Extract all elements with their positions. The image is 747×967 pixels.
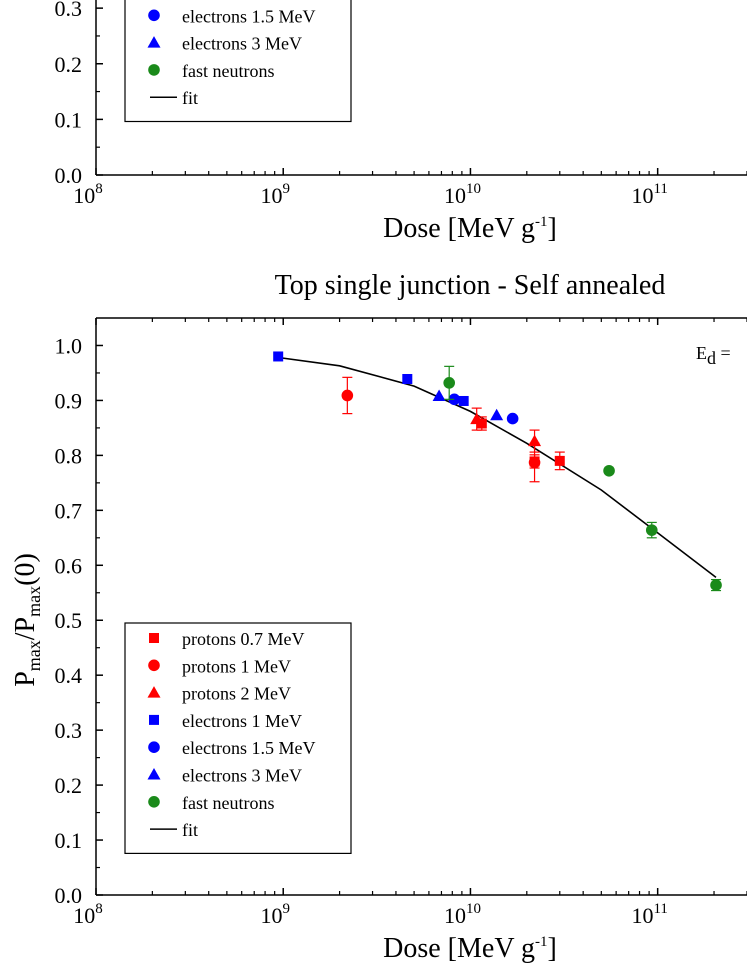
legend-box (124, 0, 352, 123)
legend-label: fit (182, 820, 198, 840)
legend-marker (149, 714, 159, 725)
data-point (645, 524, 658, 536)
x-tick-label: 1010 (444, 901, 481, 928)
legend-marker (147, 36, 161, 48)
y-tick-label: 0.1 (55, 828, 83, 853)
x-tick-label: 109 (260, 901, 290, 928)
y-tick-label: 0.3 (55, 718, 83, 743)
data-point (490, 408, 504, 421)
data-point (554, 455, 565, 466)
data-point (470, 412, 484, 425)
data-point (458, 395, 469, 406)
legend-label: fit (182, 88, 198, 108)
legend-label: fast neutrons (182, 793, 274, 813)
y-tick-label: 0.0 (55, 163, 83, 188)
y-tick-label: 0.7 (55, 498, 83, 523)
bottom-chart-x-axis-label: Dose [MeV g-1] (383, 933, 557, 964)
data-point (448, 393, 461, 406)
data-point (402, 373, 413, 384)
x-tick-label: 1011 (631, 901, 667, 928)
bottom-chart-legend: protons 0.7 MeV protons 1 MeV protons 2 Me… (124, 622, 352, 854)
legend-marker (148, 9, 160, 22)
legend-marker (148, 741, 160, 753)
y-tick-label: 0.2 (55, 773, 83, 798)
y-tick-label: 0.8 (55, 443, 83, 468)
legend-marker (148, 64, 160, 76)
y-tick-label: 0.9 (55, 388, 83, 413)
x-tick-label: 1011 (631, 181, 667, 208)
legend-marker (149, 633, 159, 643)
x-tick-label: 108 (73, 181, 103, 208)
y-tick-label: 0.2 (55, 52, 83, 77)
data-point (506, 412, 519, 425)
legend-label: protons 0.7 MeV (182, 629, 305, 649)
y-tick-label: 0.0 (55, 883, 83, 908)
bottom-chart-marks (273, 351, 722, 592)
data-point (528, 434, 542, 447)
y-tick-label: 0.3 (55, 0, 83, 21)
top-chart-axes: 0.0 0.1 0.2 0.3 108 109 1010 1011 (55, 0, 747, 208)
legend-label: fast neutrons (182, 61, 274, 81)
data-point (528, 456, 541, 469)
data-point (273, 351, 284, 362)
top-chart-x-axis-label: Dose [MeV g-1] (383, 213, 557, 244)
legend-label: protons 1 MeV (182, 656, 291, 676)
legend-label: electrons 3 MeV (182, 34, 302, 54)
legend-marker (147, 768, 161, 780)
bottom-chart-axes: 0.0 0.1 0.2 0.3 0.4 0.5 0.6 0.7 0.8 0.9 1.0 108 109 1… (55, 317, 747, 928)
y-tick-label: 0.1 (55, 107, 83, 132)
legend-label: electrons 1 MeV (182, 711, 302, 731)
legend-marker (147, 686, 161, 698)
bottom-chart-annotation: Ed = (696, 343, 731, 368)
y-tick-label: 0.4 (55, 663, 83, 688)
legend-label: electrons 1.5 MeV (182, 738, 315, 758)
x-tick-label: 108 (73, 901, 103, 928)
data-point (710, 579, 722, 591)
data-point (432, 389, 446, 402)
legend-label: electrons 1.5 MeV (182, 6, 315, 26)
x-tick-label: 109 (260, 181, 290, 208)
legend-label: protons 2 MeV (182, 684, 291, 704)
bottom-chart-panel: Top single junction - Self annealed 0.00… (10, 270, 747, 964)
top-chart-panel: 0.0 0.1 0.2 0.3 108 109 1010 1011 electrons 1 M… (55, 0, 747, 244)
y-tick-label: 0.5 (55, 608, 83, 633)
legend-box (124, 622, 352, 854)
bottom-chart-title: Top single junction - Self annealed (275, 270, 666, 301)
data-point (603, 464, 615, 477)
y-tick-label: 1.0 (55, 333, 83, 358)
y-tick-label: 0.6 (55, 553, 83, 578)
bottom-chart-y-axis-label: Pmax/Pmax(0) (10, 553, 44, 687)
data-point (341, 389, 354, 402)
fit-line (274, 356, 717, 579)
legend-marker (148, 659, 160, 672)
data-point (443, 377, 455, 389)
legend-label: electrons 3 MeV (182, 766, 302, 786)
x-tick-label: 1010 (444, 181, 481, 208)
legend-marker (148, 796, 160, 808)
